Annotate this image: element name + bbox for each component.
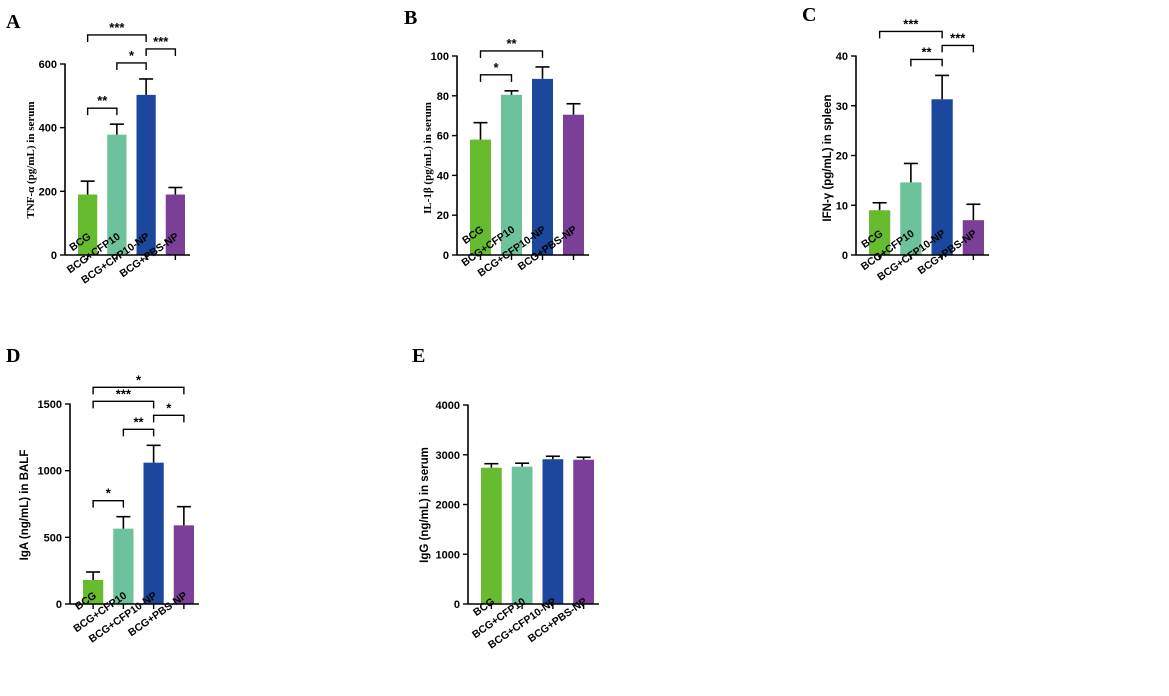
- y-axis-label: IgA (ng/mL) in BALF: [19, 450, 31, 561]
- bar: [542, 459, 564, 604]
- y-tick-label: 0: [842, 250, 848, 262]
- significance-bracket: [479, 50, 544, 58]
- significance-bracket: [941, 44, 975, 53]
- y-tick-label: 40: [836, 51, 848, 63]
- y-tick-label: 500: [44, 532, 62, 544]
- panel-d: D IgA (ng/mL) in BALF 050010001500BCGBCG…: [6, 345, 199, 645]
- y-tick-label: 600: [39, 59, 57, 71]
- panel-a: A TNF-α (pg/mL) in serum 0200400600BCGBC…: [6, 11, 190, 286]
- bar: [869, 210, 891, 255]
- significance-bracket: [152, 414, 185, 423]
- significance-label: *: [166, 400, 172, 415]
- y-tick-label: 0: [443, 250, 449, 262]
- y-axis-label: IFN-γ (pg/mL) in spleen: [822, 94, 834, 221]
- significance-bracket: [86, 107, 118, 116]
- y-tick-label: 80: [437, 91, 449, 103]
- bar: [78, 194, 98, 255]
- y-tick-label: 0: [51, 250, 57, 262]
- y-tick-label: 2000: [436, 500, 460, 512]
- significance-label: **: [506, 36, 517, 51]
- significance-bracket: [479, 74, 513, 82]
- bar: [511, 466, 533, 604]
- significance-label: **: [133, 414, 144, 429]
- bar: [501, 94, 522, 256]
- bar: [165, 194, 185, 255]
- significance-label: *: [106, 486, 112, 501]
- y-tick-label: 20: [437, 210, 449, 222]
- y-tick-label: 0: [454, 599, 460, 611]
- bar: [532, 78, 553, 255]
- panel-label: D: [6, 345, 20, 367]
- bar: [962, 220, 984, 255]
- plot-area: 0200400600BCGBCG+CFP10BCG+CFP10-NPBCG+PB…: [39, 20, 190, 286]
- bar: [136, 94, 156, 256]
- significance-label: *: [129, 48, 135, 63]
- bar: [931, 99, 953, 255]
- y-axis-label: IL-1β (pg/mL) in serum: [422, 102, 434, 214]
- y-tick-label: 4000: [436, 400, 460, 412]
- significance-label: *: [136, 372, 142, 387]
- panel-label: C: [802, 4, 816, 26]
- plot-area: 01000200030004000BCGBCG+CFP10BCG+CFP10-N…: [436, 400, 599, 651]
- plot-area: 050010001500BCGBCG+CFP10BCG+CFP10-NPBCG+…: [38, 372, 199, 645]
- y-tick-label: 3000: [436, 450, 460, 462]
- significance-bracket: [116, 62, 147, 70]
- bar: [470, 139, 491, 255]
- plot-area: 020406080100BCGBCG+CFP10BCG+CFP10-NPBCG+…: [431, 36, 589, 279]
- y-tick-label: 1000: [38, 466, 62, 478]
- significance-label: **: [921, 44, 932, 59]
- bar: [481, 467, 502, 604]
- panel-label: B: [404, 7, 417, 29]
- bar: [107, 134, 127, 255]
- bar: [83, 580, 104, 604]
- bar: [113, 528, 134, 604]
- y-tick-label: 20: [836, 151, 848, 163]
- significance-bracket: [878, 30, 943, 39]
- y-tick-label: 30: [836, 101, 848, 113]
- y-tick-label: 1500: [38, 399, 62, 411]
- significance-label: ***: [116, 386, 132, 401]
- significance-bracket: [92, 400, 155, 409]
- bar: [173, 525, 194, 604]
- significance-bracket: [92, 499, 125, 508]
- panel-label: E: [412, 345, 425, 367]
- bar: [900, 182, 922, 255]
- significance-bracket: [86, 34, 147, 42]
- significance-label: ***: [153, 34, 169, 49]
- y-tick-label: 1000: [436, 549, 460, 561]
- y-axis-label: IgG (ng/mL) in serum: [419, 447, 431, 563]
- y-tick-label: 40: [437, 170, 449, 182]
- significance-bracket: [910, 58, 943, 67]
- y-axis-label: TNF-α (pg/mL) in serum: [25, 101, 37, 218]
- y-tick-label: 400: [39, 123, 57, 135]
- significance-bracket: [122, 428, 155, 437]
- y-tick-label: 200: [39, 186, 57, 198]
- significance-bracket: [92, 386, 185, 395]
- significance-bracket: [145, 48, 177, 56]
- panel-e: E IgG (ng/mL) in serum 0 1000 2000 3000 4000…: [412, 345, 599, 651]
- y-tick-label: 100: [431, 51, 449, 63]
- significance-label: ***: [903, 16, 919, 31]
- significance-label: *: [493, 60, 499, 75]
- significance-label: ***: [109, 20, 125, 35]
- bar: [143, 462, 164, 604]
- y-tick-label: 10: [836, 200, 848, 212]
- significance-label: **: [97, 93, 108, 108]
- panel-label: A: [6, 11, 21, 33]
- panel-c: C IFN-γ (pg/mL) in spleen 010203040BCGBC…: [802, 4, 989, 283]
- bar: [563, 114, 584, 255]
- y-tick-label: 0: [56, 599, 62, 611]
- plot-area: 010203040BCGBCG+CFP10BCG+CFP10-NPBCG+PBS…: [836, 16, 989, 283]
- y-tick-label: 60: [437, 131, 449, 143]
- bar: [573, 459, 594, 604]
- panel-b: B IL-1β (pg/mL) in serum 020406080100BCG…: [404, 7, 589, 279]
- significance-label: ***: [950, 30, 966, 45]
